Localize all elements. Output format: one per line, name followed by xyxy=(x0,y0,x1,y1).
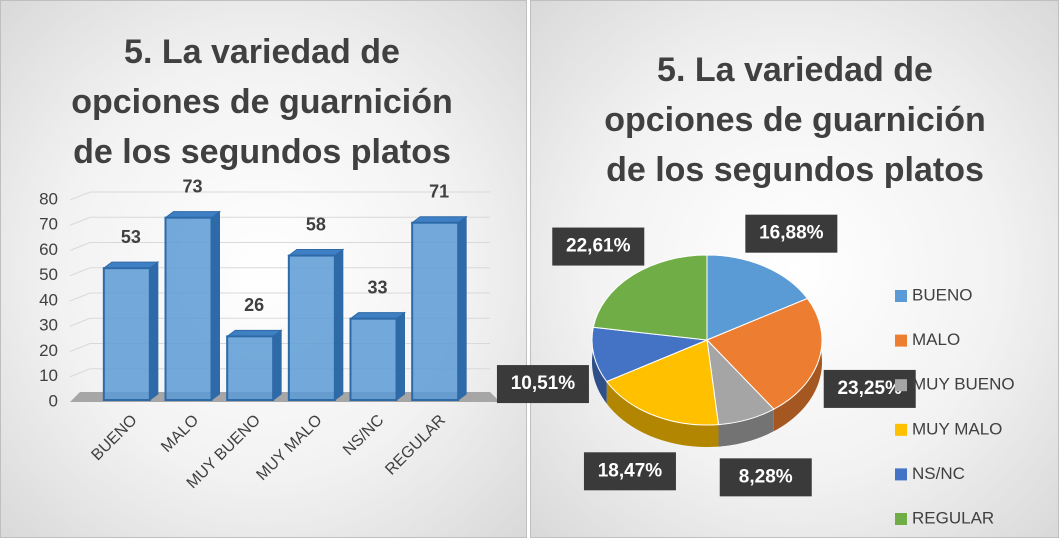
grid-line xyxy=(69,216,490,226)
bar xyxy=(226,335,275,402)
y-tick-label: 20 xyxy=(39,341,58,360)
slice xyxy=(706,254,809,341)
data-label-box xyxy=(583,452,676,491)
slice-side-shade xyxy=(606,381,719,447)
data-label: 8,28% xyxy=(739,466,793,487)
legend-label: BUENO xyxy=(912,285,972,304)
bar xyxy=(411,221,460,401)
x-tick-label: MALO xyxy=(158,412,202,456)
y-tick-label: 60 xyxy=(39,240,58,259)
bar-side xyxy=(272,329,282,401)
data-label: 16,88% xyxy=(759,223,824,244)
slice xyxy=(706,297,823,410)
bar xyxy=(287,254,336,401)
legend-label: MALO xyxy=(912,330,960,349)
data-label: 10,51% xyxy=(511,373,576,394)
grid-line xyxy=(69,191,490,201)
legend-swatch xyxy=(895,379,907,392)
grid-line xyxy=(69,292,490,302)
slice-side xyxy=(718,409,774,447)
slice xyxy=(592,254,708,341)
data-label-box xyxy=(552,227,645,266)
bar-side xyxy=(211,210,220,401)
bar-side xyxy=(396,311,405,401)
legend-label: MUY BUENO xyxy=(912,375,1015,394)
data-label: 18,47% xyxy=(598,460,663,481)
y-tick-label: 10 xyxy=(39,366,58,385)
x-tick-label: NS/NC xyxy=(340,412,387,459)
y-tick-label: 70 xyxy=(39,215,58,234)
y-tick-label: 50 xyxy=(39,265,58,284)
chart-title: 5. La variedad de opciones de guarnición… xyxy=(604,51,986,189)
slice-side-shade xyxy=(773,298,822,432)
legend-label: REGULAR xyxy=(912,508,994,527)
slice-side-shade xyxy=(592,327,607,404)
x-tick-label: MUY MALO xyxy=(253,412,325,484)
bar-side xyxy=(457,215,467,401)
legend-swatch xyxy=(895,334,907,347)
legend-swatch xyxy=(895,468,907,481)
pie-panel xyxy=(530,0,1059,538)
data-label: 33 xyxy=(367,277,387,297)
data-label: 53 xyxy=(121,227,141,247)
x-tick-label: REGULAR xyxy=(382,412,449,479)
data-label: 22,61% xyxy=(566,236,631,257)
bar xyxy=(349,317,398,401)
slice xyxy=(591,326,708,383)
y-tick-label: 30 xyxy=(39,316,58,335)
legend-label: NS/NC xyxy=(912,464,965,483)
chart-title: 5. La variedad de opciones de guarnición… xyxy=(71,33,453,171)
legend-label: MUY MALO xyxy=(912,419,1002,438)
slice xyxy=(605,339,720,426)
legend-swatch xyxy=(895,290,907,302)
data-label: 23,25% xyxy=(837,378,902,399)
y-tick-label: 40 xyxy=(39,290,58,309)
bar-side xyxy=(149,261,159,401)
legend-swatch xyxy=(895,423,907,436)
slice-side xyxy=(773,298,822,432)
x-tick-label: BUENO xyxy=(88,412,140,464)
grid-line xyxy=(69,267,490,277)
y-tick-label: 80 xyxy=(39,189,58,208)
data-label-box xyxy=(496,365,589,404)
y-tick-label: 0 xyxy=(49,391,58,410)
slice-side xyxy=(592,327,607,404)
data-label: 71 xyxy=(429,181,449,201)
bar xyxy=(102,267,151,401)
data-label: 58 xyxy=(306,214,326,234)
grid-line xyxy=(69,242,490,251)
bar xyxy=(164,216,213,401)
legend-swatch xyxy=(895,513,907,525)
slice-side-shade xyxy=(718,409,774,447)
data-label-box xyxy=(719,458,812,497)
data-label-box xyxy=(745,214,838,253)
data-label: 73 xyxy=(182,176,202,196)
bar-side xyxy=(334,248,344,401)
data-label: 26 xyxy=(244,295,264,315)
slice-side xyxy=(606,381,719,447)
